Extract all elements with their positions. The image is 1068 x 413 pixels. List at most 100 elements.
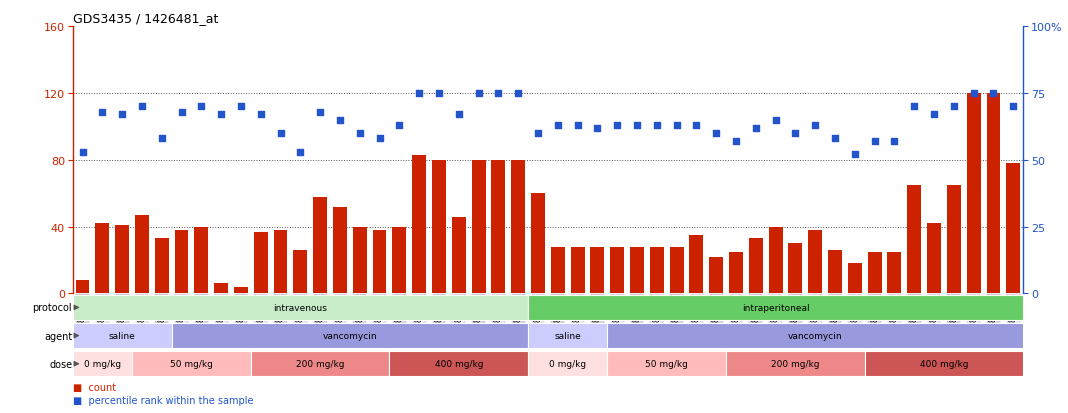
Text: GSM189059: GSM189059 [335,296,345,342]
Point [549,123,566,129]
Point [252,112,269,119]
Point [153,136,170,142]
Text: GSM189089: GSM189089 [890,296,899,342]
Text: GSM189063: GSM189063 [395,296,404,342]
Bar [174,230,188,294]
Bar [215,284,229,294]
Bar [433,160,446,294]
Bar [333,207,347,294]
Text: agent: agent [44,331,73,341]
Point [351,131,368,137]
Text: GSM189080: GSM189080 [711,296,721,342]
Text: vancomycin: vancomycin [323,331,377,340]
Bar [1006,164,1020,294]
Text: GSM189091: GSM189091 [929,296,939,342]
Text: GSM189055: GSM189055 [256,296,265,342]
Text: GSM189085: GSM189085 [811,296,820,342]
Point [906,104,923,111]
Point [708,131,725,137]
Bar [967,94,980,294]
Bar [531,194,545,294]
Bar [251,351,390,377]
Text: 200 mg/kg: 200 mg/kg [296,359,344,368]
Point [569,123,586,129]
Text: GSM189093: GSM189093 [969,296,978,342]
Text: GSM189060: GSM189060 [356,296,364,342]
Point [430,90,447,97]
Text: GSM189051: GSM189051 [177,296,186,342]
Text: GSM189086: GSM189086 [831,296,839,342]
Text: GSM189057: GSM189057 [296,296,304,342]
Bar [888,252,901,294]
Bar [115,225,129,294]
Bar [73,295,528,320]
Text: GSM189052: GSM189052 [197,296,206,342]
Point [985,90,1002,97]
Text: GSM189092: GSM189092 [949,296,958,342]
Text: intraperitoneal: intraperitoneal [742,303,810,312]
Bar [729,252,743,294]
Point [134,104,151,111]
Bar [670,247,684,294]
Bar [392,227,406,294]
Point [213,112,230,119]
Point [272,131,289,137]
Text: GSM189064: GSM189064 [414,296,424,342]
Bar [947,185,961,294]
Text: GSM189076: GSM189076 [632,296,642,342]
Point [1005,104,1022,111]
Text: GSM189077: GSM189077 [653,296,661,342]
Text: GSM189062: GSM189062 [375,296,384,342]
Bar [927,224,941,294]
Point [530,131,547,137]
Text: GSM189082: GSM189082 [751,296,760,342]
Point [588,125,606,132]
Text: GSM189090: GSM189090 [910,296,918,342]
Text: GSM189071: GSM189071 [534,296,543,342]
Bar [608,323,1023,349]
Point [312,109,329,116]
Text: GSM189087: GSM189087 [850,296,860,342]
Text: GSM189058: GSM189058 [316,296,325,342]
Text: ■  percentile rank within the sample: ■ percentile rank within the sample [73,395,253,405]
Bar [234,287,248,294]
Text: GSM189083: GSM189083 [771,296,780,342]
Text: GSM189048: GSM189048 [117,296,127,342]
Bar [512,160,525,294]
Bar [472,160,486,294]
Point [866,138,883,145]
Text: GSM189078: GSM189078 [672,296,681,342]
Text: 50 mg/kg: 50 mg/kg [645,359,688,368]
Point [628,123,645,129]
Bar [709,257,723,294]
Bar [608,351,726,377]
Point [609,123,626,129]
Text: 0 mg/kg: 0 mg/kg [549,359,586,368]
Point [292,149,309,156]
Bar [172,323,528,349]
Bar [254,232,268,294]
Bar [73,323,172,349]
Bar [273,230,287,294]
Bar [76,280,90,294]
Point [827,136,844,142]
Bar [313,197,327,294]
Text: GSM189066: GSM189066 [454,296,464,342]
Text: GSM189073: GSM189073 [574,296,582,342]
Point [451,112,468,119]
Bar [788,244,802,294]
Bar [135,216,148,294]
Text: GSM189072: GSM189072 [553,296,562,342]
Point [748,125,765,132]
Text: saline: saline [554,331,581,340]
Bar [373,230,387,294]
Text: GSM189047: GSM189047 [98,296,107,342]
Point [113,112,130,119]
Point [885,138,902,145]
Bar [848,263,862,294]
Text: GSM189075: GSM189075 [613,296,622,342]
Point [767,117,784,124]
Bar [867,252,881,294]
Point [926,112,943,119]
Bar [769,227,783,294]
